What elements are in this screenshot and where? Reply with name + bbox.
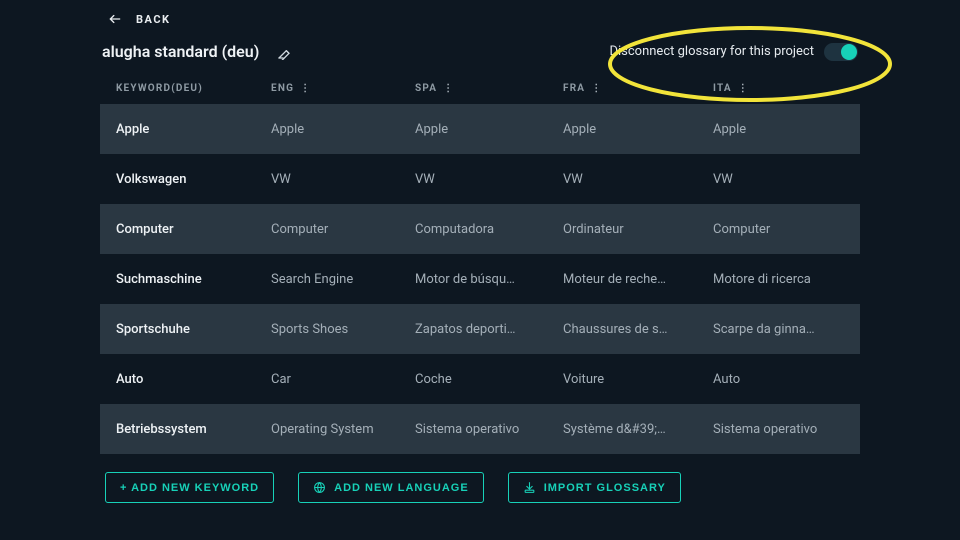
keyword-cell: Computer <box>116 222 271 237</box>
add-keyword-label: + ADD NEW KEYWORD <box>120 482 259 494</box>
disconnect-toggle-label: Disconnect glossary for this project <box>609 44 814 59</box>
col-fra[interactable]: FRA ⋮ <box>563 83 713 94</box>
col-ita-label: ITA <box>713 83 732 94</box>
ita-cell: Auto <box>713 372 844 387</box>
eng-cell: VW <box>271 172 415 187</box>
table-row[interactable]: VolkswagenVWVWVWVW <box>100 154 860 204</box>
fra-cell: Système d&#39;… <box>563 422 713 437</box>
spa-cell: Zapatos deporti… <box>415 322 563 337</box>
arrow-left-icon <box>108 12 126 26</box>
table-row[interactable]: AppleAppleAppleAppleApple <box>100 104 860 154</box>
table-row[interactable]: SportschuheSports ShoesZapatos deporti…C… <box>100 304 860 354</box>
more-vertical-icon[interactable]: ⋮ <box>300 83 311 94</box>
spa-cell: Apple <box>415 122 563 137</box>
keyword-cell: Auto <box>116 372 271 387</box>
ita-cell: Motore di ricerca <box>713 272 844 287</box>
disconnect-toggle[interactable] <box>824 43 858 61</box>
keyword-cell: Betriebssystem <box>116 422 271 437</box>
table-row[interactable]: ComputerComputerComputadoraOrdinateurCom… <box>100 204 860 254</box>
spa-cell: Motor de búsqu… <box>415 272 563 287</box>
table-body: AppleAppleAppleAppleAppleVolkswagenVWVWV… <box>100 104 860 454</box>
eng-cell: Computer <box>271 222 415 237</box>
keyword-cell: Volkswagen <box>116 172 271 187</box>
spa-cell: Coche <box>415 372 563 387</box>
table-row[interactable]: AutoCarCocheVoitureAuto <box>100 354 860 404</box>
fra-cell: Voiture <box>563 372 713 387</box>
toggle-knob <box>841 44 857 60</box>
col-spa[interactable]: SPA ⋮ <box>415 83 563 94</box>
col-eng-label: ENG <box>271 83 294 94</box>
keyword-cell: Suchmaschine <box>116 272 271 287</box>
table-row[interactable]: SuchmaschineSearch EngineMotor de búsqu…… <box>100 254 860 304</box>
add-language-label: ADD NEW LANGUAGE <box>334 482 469 494</box>
table-row[interactable]: BetriebssystemOperating SystemSistema op… <box>100 404 860 454</box>
spa-cell: Sistema operativo <box>415 422 563 437</box>
import-glossary-label: IMPORT GLOSSARY <box>544 482 666 494</box>
eng-cell: Operating System <box>271 422 415 437</box>
import-icon <box>523 481 536 494</box>
add-language-button[interactable]: ADD NEW LANGUAGE <box>298 472 484 503</box>
back-button[interactable]: BACK <box>0 12 960 42</box>
fra-cell: VW <box>563 172 713 187</box>
ita-cell: Sistema operativo <box>713 422 844 437</box>
table-header: KEYWORD(DEU) ENG ⋮ SPA ⋮ FRA ⋮ ITA ⋮ <box>100 83 860 104</box>
globe-icon <box>313 481 326 494</box>
ita-cell: VW <box>713 172 844 187</box>
keyword-cell: Apple <box>116 122 271 137</box>
col-ita[interactable]: ITA ⋮ <box>713 83 844 94</box>
back-label: BACK <box>136 13 171 26</box>
eng-cell: Apple <box>271 122 415 137</box>
col-keyword: KEYWORD(DEU) <box>116 83 271 94</box>
fra-cell: Moteur de reche… <box>563 272 713 287</box>
fra-cell: Apple <box>563 122 713 137</box>
action-bar: + ADD NEW KEYWORD ADD NEW LANGUAGE IMPOR… <box>0 454 960 503</box>
page-title: alugha standard (deu) <box>102 42 259 61</box>
more-vertical-icon[interactable]: ⋮ <box>443 83 454 94</box>
eng-cell: Car <box>271 372 415 387</box>
col-keyword-label: KEYWORD(DEU) <box>116 83 203 94</box>
more-vertical-icon[interactable]: ⋮ <box>738 83 749 94</box>
spa-cell: VW <box>415 172 563 187</box>
more-vertical-icon[interactable]: ⋮ <box>591 83 602 94</box>
fra-cell: Ordinateur <box>563 222 713 237</box>
col-fra-label: FRA <box>563 83 585 94</box>
ita-cell: Computer <box>713 222 844 237</box>
glossary-table: KEYWORD(DEU) ENG ⋮ SPA ⋮ FRA ⋮ ITA ⋮ App… <box>0 83 960 454</box>
eng-cell: Sports Shoes <box>271 322 415 337</box>
ita-cell: Scarpe da ginna… <box>713 322 844 337</box>
add-keyword-button[interactable]: + ADD NEW KEYWORD <box>105 472 274 503</box>
eng-cell: Search Engine <box>271 272 415 287</box>
fra-cell: Chaussures de s… <box>563 322 713 337</box>
edit-icon[interactable] <box>277 44 293 60</box>
keyword-cell: Sportschuhe <box>116 322 271 337</box>
col-eng[interactable]: ENG ⋮ <box>271 83 415 94</box>
col-spa-label: SPA <box>415 83 437 94</box>
spa-cell: Computadora <box>415 222 563 237</box>
import-glossary-button[interactable]: IMPORT GLOSSARY <box>508 472 681 503</box>
disconnect-toggle-row: Disconnect glossary for this project <box>609 43 858 61</box>
ita-cell: Apple <box>713 122 844 137</box>
